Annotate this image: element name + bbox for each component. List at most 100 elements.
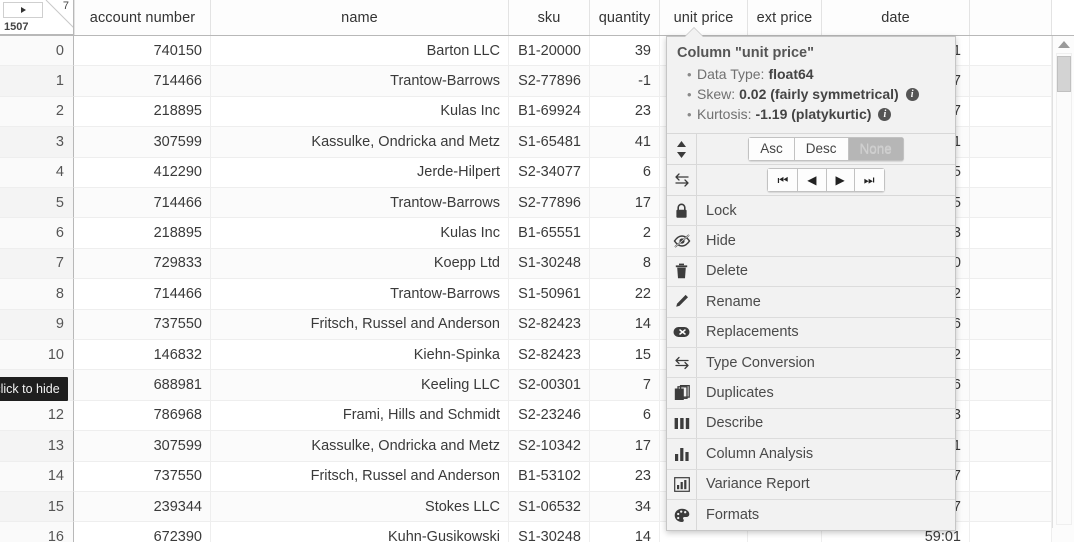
cell-blank[interactable] (970, 218, 1052, 249)
cell-blank[interactable] (970, 127, 1052, 158)
cell-sku[interactable]: S1-30248 (509, 248, 590, 280)
move-next-icon[interactable]: ▶ (825, 168, 854, 192)
cell-sku[interactable]: B1-69924 (509, 96, 590, 128)
cell-blank[interactable] (970, 309, 1052, 340)
cell-account-number[interactable]: 307599 (74, 431, 211, 462)
sort-none-button[interactable]: None (847, 137, 904, 161)
cell-account-number[interactable]: 688981 (74, 370, 211, 401)
cell-quantity[interactable]: 17 (590, 188, 660, 219)
cell-quantity[interactable]: 34 (590, 492, 660, 523)
info-icon[interactable]: i (905, 88, 919, 101)
cell-name[interactable]: Koepp Ltd (211, 248, 509, 280)
column-header-account-number[interactable]: account number (74, 0, 211, 35)
cell-sku[interactable]: S1-65481 (509, 127, 590, 158)
cell-account-number[interactable]: 714466 (74, 66, 211, 97)
cell-account-number[interactable]: 714466 (74, 279, 211, 310)
cell-sku[interactable]: S1-06532 (509, 492, 590, 523)
cell-name[interactable]: Stokes LLC (211, 492, 509, 523)
row-index-cell[interactable]: 3 (0, 127, 74, 158)
move-previous-icon[interactable]: ◀ (797, 168, 826, 192)
expand-columns-button[interactable] (3, 2, 43, 18)
cell-quantity[interactable]: 23 (590, 461, 660, 492)
cell-quantity[interactable]: -1 (590, 66, 660, 97)
cell-account-number[interactable]: 714466 (74, 188, 211, 219)
cell-name[interactable]: Kulas Inc (211, 96, 509, 128)
cell-sku[interactable]: S2-34077 (509, 157, 590, 188)
cell-blank[interactable] (970, 522, 1052, 542)
cell-name[interactable]: Trantow-Barrows (211, 66, 509, 97)
row-index-cell[interactable]: 7 (0, 248, 74, 280)
cell-name[interactable]: Trantow-Barrows (211, 279, 509, 310)
row-index-cell[interactable]: 1 (0, 66, 74, 97)
cell-name[interactable]: Kiehn-Spinka (211, 340, 509, 371)
move-buttons[interactable]: ⏮ ◀ ▶ ⏭ (697, 165, 955, 195)
cell-name[interactable]: Frami, Hills and Schmidt (211, 400, 509, 432)
row-index-cell[interactable]: 13 (0, 431, 74, 462)
cell-blank[interactable] (970, 66, 1052, 97)
cell-blank[interactable] (970, 188, 1052, 219)
row-index-cell[interactable]: 16 (0, 522, 74, 542)
cell-account-number[interactable]: 307599 (74, 127, 211, 158)
cell-sku[interactable]: S2-00301 (509, 370, 590, 401)
cell-sku[interactable]: S2-82423 (509, 340, 590, 371)
row-index-cell[interactable]: 6 (0, 218, 74, 249)
row-index-cell[interactable]: 14 (0, 461, 74, 492)
cell-quantity[interactable]: 2 (590, 218, 660, 249)
cell-sku[interactable]: S2-77896 (509, 66, 590, 97)
cell-name[interactable]: Kuhn-Gusikowski (211, 522, 509, 542)
cell-quantity[interactable]: 15 (590, 340, 660, 371)
cell-quantity[interactable]: 6 (590, 400, 660, 432)
grid-corner-cell[interactable]: 7 1507 (0, 0, 74, 35)
cell-blank[interactable] (970, 461, 1052, 492)
cell-account-number[interactable]: 412290 (74, 157, 211, 188)
sort-buttons[interactable]: Asc Desc None (697, 134, 955, 164)
cell-quantity[interactable]: 39 (590, 36, 660, 67)
column-header-name[interactable]: name (211, 0, 509, 35)
cell-account-number[interactable]: 239344 (74, 492, 211, 523)
row-index-cell[interactable]: 12 (0, 400, 74, 432)
cell-quantity[interactable]: 22 (590, 279, 660, 310)
cell-sku[interactable]: S2-23246 (509, 400, 590, 432)
cell-name[interactable]: Keeling LLC (211, 370, 509, 401)
menu-item-column-analysis[interactable]: Column Analysis (667, 439, 955, 470)
cell-blank[interactable] (970, 492, 1052, 523)
column-header-ext-price[interactable]: ext price (748, 0, 822, 35)
vertical-scrollbar[interactable] (1052, 36, 1074, 542)
column-header-unit-price[interactable]: unit price (660, 0, 748, 35)
row-index-cell[interactable]: 2 (0, 96, 74, 128)
cell-quantity[interactable]: 41 (590, 127, 660, 158)
cell-blank[interactable] (970, 157, 1052, 188)
cell-quantity[interactable]: 7 (590, 370, 660, 401)
cell-account-number[interactable]: 737550 (74, 461, 211, 492)
cell-sku[interactable]: B1-65551 (509, 218, 590, 249)
cell-blank[interactable] (970, 400, 1052, 432)
cell-blank[interactable] (970, 370, 1052, 401)
cell-quantity[interactable]: 23 (590, 96, 660, 128)
cell-name[interactable]: Jerde-Hilpert (211, 157, 509, 188)
row-index-cell[interactable]: 9 (0, 309, 74, 340)
cell-account-number[interactable]: 672390 (74, 522, 211, 542)
column-header-date[interactable]: date (822, 0, 970, 35)
cell-sku[interactable]: S1-50961 (509, 279, 590, 310)
row-index-cell[interactable]: 4 (0, 157, 74, 188)
cell-name[interactable]: Fritsch, Russel and Anderson (211, 461, 509, 492)
column-header-sku[interactable]: sku (509, 0, 590, 35)
cell-blank[interactable] (970, 340, 1052, 371)
cell-sku[interactable]: S2-77896 (509, 188, 590, 219)
cell-quantity[interactable]: 14 (590, 522, 660, 542)
scroll-up-arrow-icon[interactable] (1058, 41, 1070, 48)
sort-asc-button[interactable]: Asc (748, 137, 794, 161)
cell-account-number[interactable]: 729833 (74, 248, 211, 280)
menu-item-replacements[interactable]: Replacements (667, 317, 955, 348)
menu-item-describe[interactable]: Describe (667, 408, 955, 440)
cell-sku[interactable]: B1-20000 (509, 36, 590, 67)
cell-account-number[interactable]: 786968 (74, 400, 211, 432)
cell-quantity[interactable]: 14 (590, 309, 660, 340)
row-index-cell[interactable]: 5 (0, 188, 74, 219)
column-header-blank[interactable] (970, 0, 1052, 35)
scrollbar-track[interactable] (1056, 53, 1072, 525)
sort-control-row[interactable]: Asc Desc None (667, 134, 955, 165)
cell-name[interactable]: Kassulke, Ondricka and Metz (211, 127, 509, 158)
column-header-quantity[interactable]: quantity (590, 0, 660, 35)
cell-blank[interactable] (970, 96, 1052, 128)
